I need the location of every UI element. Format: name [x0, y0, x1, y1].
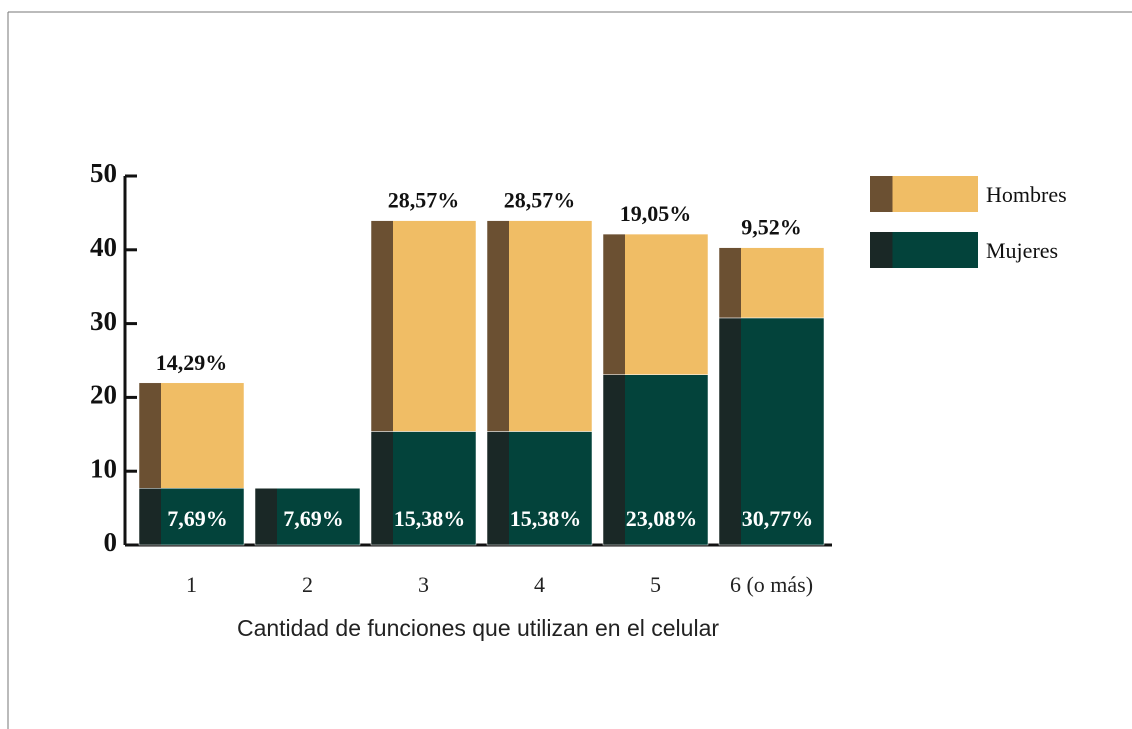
y-tick-label: 20: [90, 380, 117, 410]
y-tick-label: 10: [90, 453, 117, 483]
x-tick-label: 3: [418, 572, 429, 597]
legend-swatch: [870, 232, 978, 268]
value-label: 28,57%: [504, 188, 576, 213]
value-label: 19,05%: [620, 201, 692, 226]
bar-segment: [138, 382, 245, 489]
legend-swatch: [870, 176, 978, 212]
y-tick-label: 50: [90, 158, 117, 188]
bar-segment: [370, 431, 477, 546]
bar-segment: [370, 220, 477, 432]
x-tick-label: 2: [302, 572, 313, 597]
value-label: 7,69%: [283, 506, 344, 531]
value-label: 15,38%: [394, 506, 466, 531]
y-tick-label: 0: [104, 527, 118, 557]
value-label: 9,52%: [741, 215, 802, 240]
x-tick-label: 6 (o más): [730, 572, 813, 597]
bar-segment: [486, 220, 593, 432]
y-tick-label: 30: [90, 306, 117, 336]
value-label: 14,29%: [156, 350, 228, 375]
value-label: 30,77%: [742, 506, 814, 531]
bar-segment: [718, 247, 825, 319]
bar-segment: [718, 317, 825, 546]
x-axis-label: Cantidad de funciones que utilizan en el…: [237, 615, 719, 641]
x-tick-label: 5: [650, 572, 661, 597]
bar-segment: [486, 431, 593, 546]
bar-segment: [602, 374, 709, 546]
value-label: 15,38%: [510, 506, 582, 531]
legend-label: Mujeres: [986, 238, 1058, 263]
y-tick-label: 40: [90, 232, 117, 262]
bar-segment: [254, 487, 361, 546]
value-label: 23,08%: [626, 506, 698, 531]
x-tick-label: 4: [534, 572, 545, 597]
value-label: 28,57%: [388, 188, 460, 213]
legend-label: Hombres: [986, 182, 1067, 207]
bar-segment: [602, 233, 709, 375]
x-tick-label: 1: [186, 572, 197, 597]
value-label: 7,69%: [167, 506, 228, 531]
